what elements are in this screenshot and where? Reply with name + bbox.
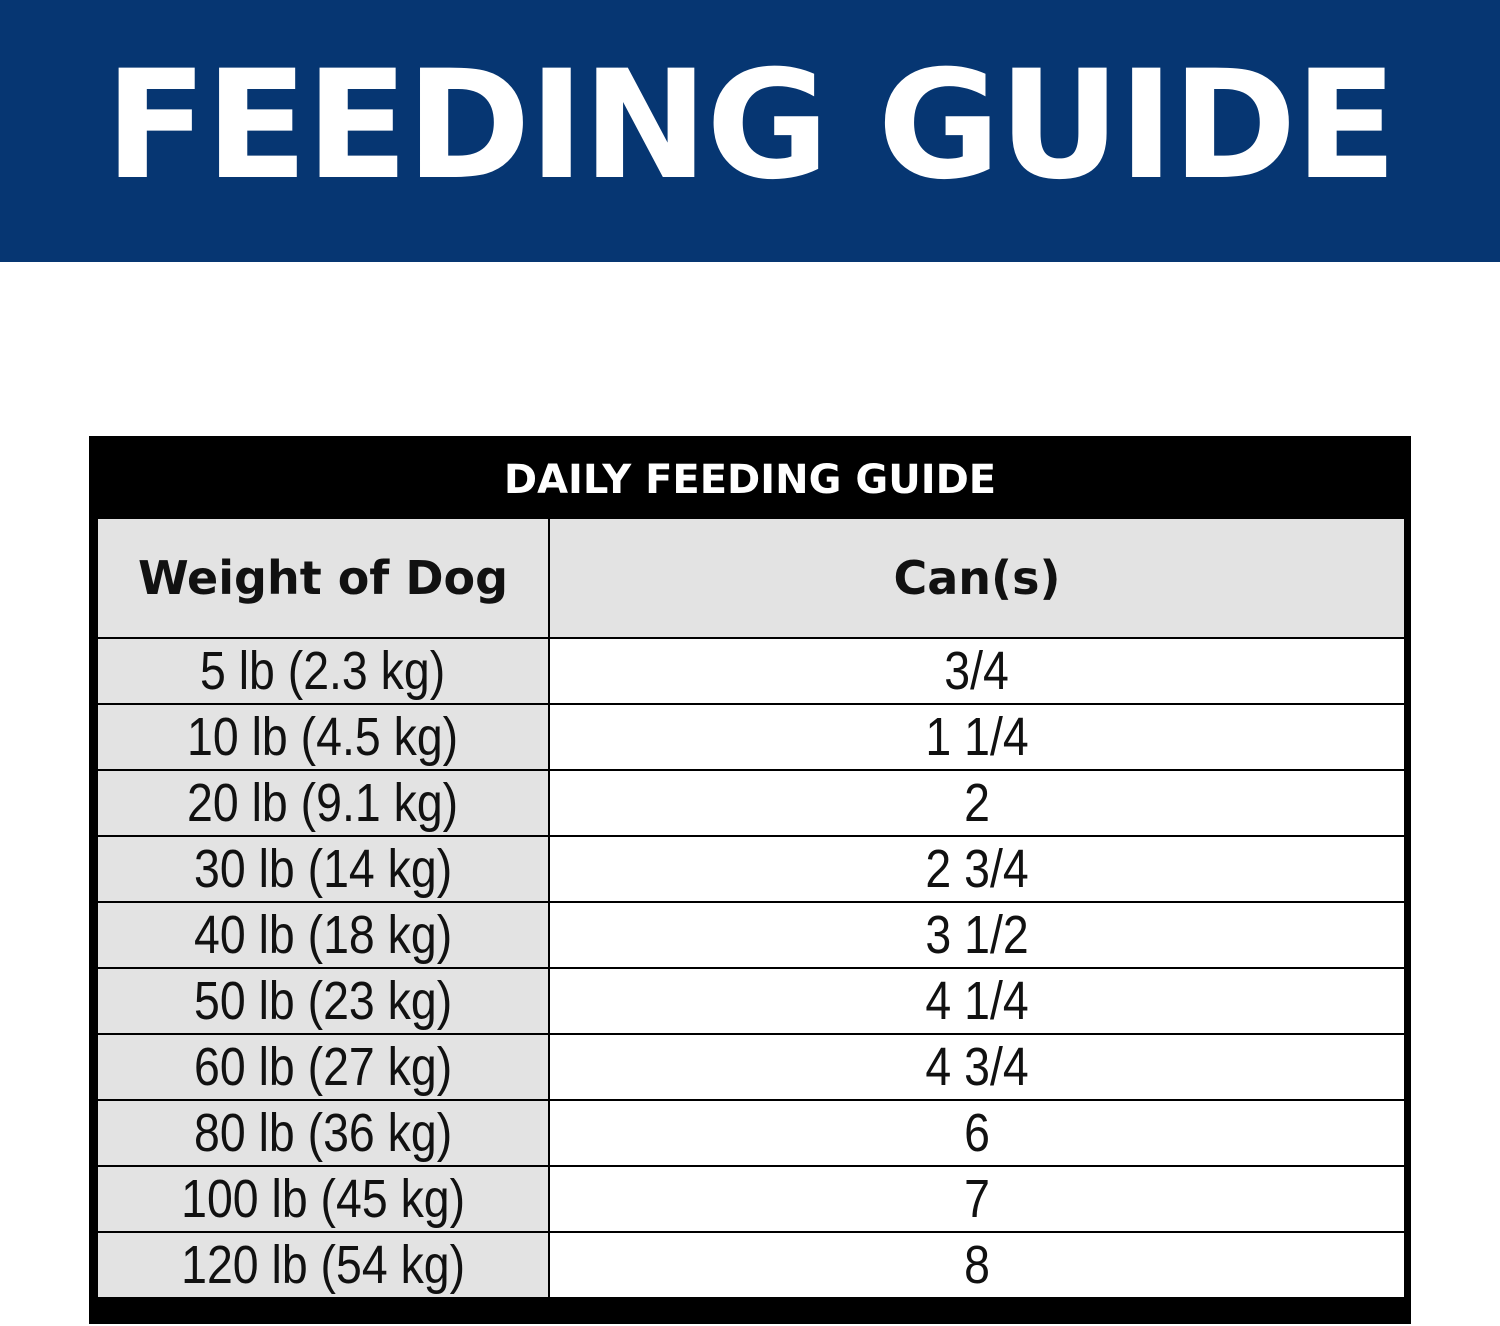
weight-cell: 30 lb (14 kg) [96,835,550,903]
cans-cell: 1 1/4 [548,703,1406,771]
cans-cell: 2 3/4 [548,835,1406,903]
table-row: 20 lb (9.1 kg) 2 [96,769,1406,837]
weight-cell: 5 lb (2.3 kg) [96,637,550,705]
cans-cell: 3 1/2 [548,901,1406,969]
cans-cell: 4 1/4 [548,967,1406,1035]
feeding-guide-banner: FEEDING GUIDE [0,0,1500,262]
table-row: 50 lb (23 kg) 4 1/4 [96,967,1406,1035]
banner-title: FEEDING GUIDE [104,39,1397,213]
cans-cell: 4 3/4 [548,1033,1406,1101]
weight-cell: 50 lb (23 kg) [96,967,550,1035]
cans-cell: 3/4 [548,637,1406,705]
cans-cell: 6 [548,1099,1406,1167]
table-row: 5 lb (2.3 kg) 3/4 [96,637,1406,705]
table-row: 80 lb (36 kg) 6 [96,1099,1406,1167]
table-title: DAILY FEEDING GUIDE [503,457,997,503]
weight-cell: 40 lb (18 kg) [96,901,550,969]
table-row: 30 lb (14 kg) 2 3/4 [96,835,1406,903]
weight-cell: 120 lb (54 kg) [96,1231,550,1299]
weight-cell: 100 lb (45 kg) [96,1165,550,1233]
cans-cell: 2 [548,769,1406,837]
cans-column-header: Can(s) [548,517,1406,639]
table-row: 60 lb (27 kg) 4 3/4 [96,1033,1406,1101]
feeding-table: Weight of Dog Can(s) 5 lb (2.3 kg) 3/4 1… [96,517,1406,1299]
weight-cell: 10 lb (4.5 kg) [96,703,550,771]
weight-cell: 20 lb (9.1 kg) [96,769,550,837]
weight-column-header: Weight of Dog [96,517,550,639]
table-row: 100 lb (45 kg) 7 [96,1165,1406,1233]
daily-feeding-guide-table: DAILY FEEDING GUIDE Weight of Dog Can(s)… [89,436,1411,1324]
table-row: 40 lb (18 kg) 3 1/2 [96,901,1406,969]
table-row: 10 lb (4.5 kg) 1 1/4 [96,703,1406,771]
table-header-row: Weight of Dog Can(s) [96,517,1406,639]
weight-cell: 60 lb (27 kg) [96,1033,550,1101]
cans-cell: 7 [548,1165,1406,1233]
cans-cell: 8 [548,1231,1406,1299]
weight-cell: 80 lb (36 kg) [96,1099,550,1167]
table-row: 120 lb (54 kg) 8 [96,1231,1406,1299]
